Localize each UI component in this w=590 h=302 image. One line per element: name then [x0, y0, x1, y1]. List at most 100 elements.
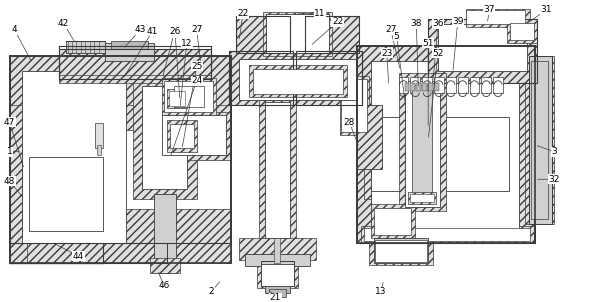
Bar [229, 51, 362, 105]
Bar [357, 46, 535, 243]
Text: 26: 26 [169, 27, 181, 36]
Bar [412, 85, 432, 201]
Bar [466, 9, 530, 27]
Bar [507, 19, 536, 43]
Text: 24: 24 [191, 76, 202, 85]
Text: 1: 1 [6, 147, 12, 156]
Bar [529, 56, 552, 223]
Text: 12: 12 [181, 39, 192, 48]
Bar [375, 240, 427, 262]
Bar [357, 105, 382, 169]
Bar [470, 77, 480, 93]
Bar [369, 237, 433, 265]
Bar [59, 75, 211, 83]
Bar [342, 79, 367, 132]
Bar [164, 81, 214, 112]
Text: 39: 39 [452, 17, 464, 26]
Bar [428, 19, 536, 83]
Bar [95, 123, 103, 148]
Text: 47: 47 [4, 118, 15, 127]
Bar [296, 51, 362, 105]
Text: 36: 36 [432, 19, 444, 28]
Text: 5: 5 [394, 32, 399, 41]
Bar [364, 110, 517, 199]
Text: 48: 48 [4, 177, 15, 186]
Bar [466, 10, 525, 24]
Bar [374, 208, 411, 236]
Bar [357, 46, 535, 243]
Bar [261, 264, 294, 286]
Text: 27: 27 [385, 25, 396, 34]
Bar [59, 49, 211, 79]
Text: 52: 52 [432, 49, 444, 58]
Bar [364, 228, 530, 241]
Bar [517, 46, 535, 243]
Bar [22, 150, 111, 238]
Bar [481, 77, 491, 93]
Bar [411, 77, 420, 93]
Bar [162, 115, 226, 155]
Bar [261, 261, 294, 286]
Bar [229, 51, 293, 105]
Bar [169, 91, 185, 106]
Bar [274, 238, 280, 263]
Bar [253, 69, 343, 94]
Bar [428, 19, 536, 83]
Bar [422, 83, 427, 91]
Text: 28: 28 [343, 118, 355, 127]
Text: 4: 4 [12, 25, 17, 34]
Bar [239, 59, 357, 101]
Bar [305, 16, 359, 53]
Bar [265, 102, 290, 238]
Bar [29, 157, 103, 230]
Text: 51: 51 [422, 39, 434, 48]
Text: 3: 3 [552, 147, 557, 156]
Text: 43: 43 [135, 25, 146, 34]
Bar [411, 194, 434, 202]
Bar [408, 192, 436, 204]
Bar [9, 56, 231, 263]
Bar [257, 260, 298, 288]
Bar [265, 281, 290, 293]
Bar [296, 51, 362, 105]
Bar [111, 41, 149, 49]
Bar [374, 238, 428, 263]
Text: 44: 44 [73, 252, 84, 261]
Bar [245, 254, 310, 266]
Bar [143, 86, 187, 189]
Bar [446, 77, 455, 93]
Text: 22: 22 [237, 9, 248, 18]
Bar [9, 56, 231, 105]
Bar [105, 43, 155, 61]
Text: 27: 27 [191, 25, 202, 34]
Bar [249, 65, 348, 97]
Bar [59, 49, 211, 79]
Bar [167, 120, 196, 152]
Bar [9, 56, 27, 263]
Bar [229, 51, 293, 105]
Bar [263, 12, 332, 56]
Bar [510, 23, 533, 40]
Bar [458, 77, 467, 93]
Bar [167, 89, 187, 108]
Text: 13: 13 [375, 287, 386, 296]
Text: 11: 11 [314, 9, 326, 18]
Text: 2: 2 [209, 287, 214, 296]
Bar [438, 24, 527, 71]
Bar [268, 289, 286, 297]
Bar [417, 83, 421, 91]
Bar [97, 145, 101, 155]
Bar [405, 83, 409, 91]
Bar [371, 61, 519, 229]
Bar [9, 56, 103, 263]
Text: 45: 45 [168, 29, 180, 38]
Bar [266, 14, 329, 53]
Text: 38: 38 [411, 19, 422, 28]
Bar [150, 258, 180, 273]
Bar [103, 56, 231, 130]
Bar [371, 117, 509, 191]
Bar [259, 101, 296, 243]
Text: 23: 23 [381, 49, 392, 58]
Bar [434, 83, 439, 91]
Bar [530, 61, 548, 219]
